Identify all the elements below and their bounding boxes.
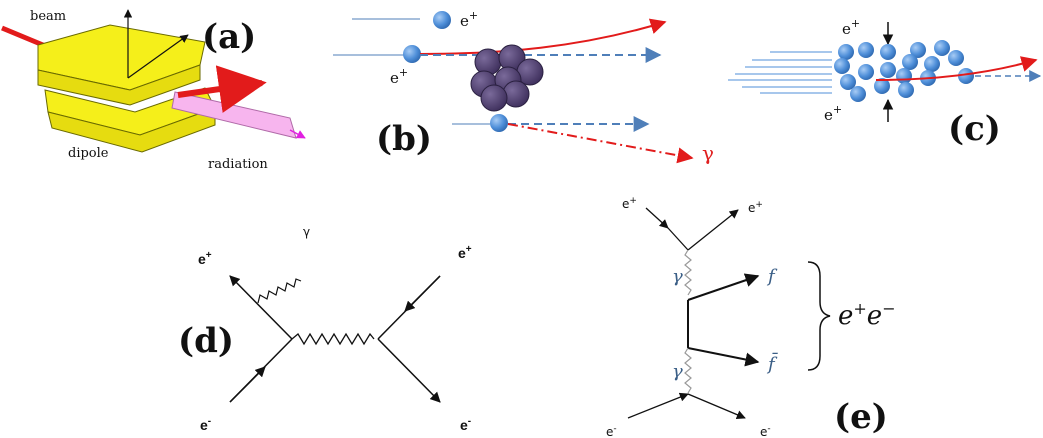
positron-label-top-c: e+ <box>842 17 860 38</box>
photon-trajectory <box>507 123 694 164</box>
panel-a-label: (a) <box>202 17 256 57</box>
dipole-lower-side <box>47 107 216 153</box>
d-emitted-photon <box>257 278 302 304</box>
positron-bottom <box>490 114 508 132</box>
e-label-bottom-left: e- <box>606 424 617 438</box>
panel-c-label: (c) <box>948 109 1001 149</box>
e-line-bottom-right <box>687 393 746 420</box>
dipole-upper-side <box>37 64 201 106</box>
e-pair-label: e+e− <box>838 299 896 331</box>
nucleus-cluster <box>470 44 544 112</box>
positron-label-top: e+ <box>460 9 478 30</box>
e-label-bottom-right: e- <box>760 424 771 438</box>
d-photon-propagator <box>291 332 375 346</box>
d-label-bottom-right: e- <box>460 416 471 433</box>
d-arrow-bottom-left <box>229 366 266 403</box>
panel-b: e+ e+ γ (b) <box>333 9 714 165</box>
e-photon-top <box>684 249 692 296</box>
e-line-top-right <box>687 209 739 251</box>
d-line-top-left <box>229 275 293 340</box>
e-label-fermion: f <box>766 266 778 287</box>
photon-label: γ <box>702 141 714 165</box>
e-antifermion-arrow <box>687 347 760 367</box>
positron-mid <box>403 45 421 63</box>
e-photon-bottom <box>684 347 692 394</box>
e-label-top-right: e+ <box>748 200 763 215</box>
e-fermion-arrow <box>687 273 760 301</box>
panel-d: e+ γ e+ e- e- (d) <box>178 225 472 433</box>
d-label-bottom-left: e- <box>200 416 211 433</box>
incoming-bunch-lines <box>728 51 832 94</box>
e-curly-brace <box>807 261 831 371</box>
positron-top <box>433 11 451 29</box>
radiation-label: radiation <box>208 157 268 172</box>
positron-label-mid: e+ <box>390 66 408 87</box>
beam-exit-arrow <box>177 65 267 113</box>
beam-label: beam <box>30 9 66 24</box>
panel-c: e+ e+ (c) <box>728 17 1042 149</box>
d-label-photon: γ <box>303 225 310 239</box>
deflected-trajectory <box>419 18 667 55</box>
d-label-top-right: e+ <box>458 244 472 261</box>
panel-e-label: (e) <box>834 397 888 437</box>
e-arrow-top-left <box>645 207 669 229</box>
e-label-gamma-bottom: γ <box>672 361 683 382</box>
bunch-trajectory <box>875 56 1038 81</box>
positron-label-bottom-c: e+ <box>824 103 842 124</box>
d-arrow-top-right <box>404 275 441 312</box>
e-label-top-left: e+ <box>622 196 637 211</box>
d-label-top-left: e+ <box>198 250 212 267</box>
panel-b-label: (b) <box>376 119 432 159</box>
e-line-bottom-left <box>627 392 689 419</box>
d-line-bottom-right <box>377 338 441 403</box>
e-line-top-left <box>667 227 689 251</box>
dipole-label: dipole <box>68 146 109 161</box>
e-label-gamma-top: γ <box>672 266 683 287</box>
panel-d-label: (d) <box>178 321 234 361</box>
radiation-tip-arrow <box>289 129 306 139</box>
axis-diagonal-arrow <box>127 34 189 79</box>
panel-e: e+ e+ γ γ f f̄ e+e− e- e- (e) <box>606 196 896 438</box>
e-label-antifermion: f̄ <box>766 351 778 375</box>
panel-a: beam dipole radiation (a) <box>1 9 306 172</box>
positron-bunch <box>834 40 974 102</box>
